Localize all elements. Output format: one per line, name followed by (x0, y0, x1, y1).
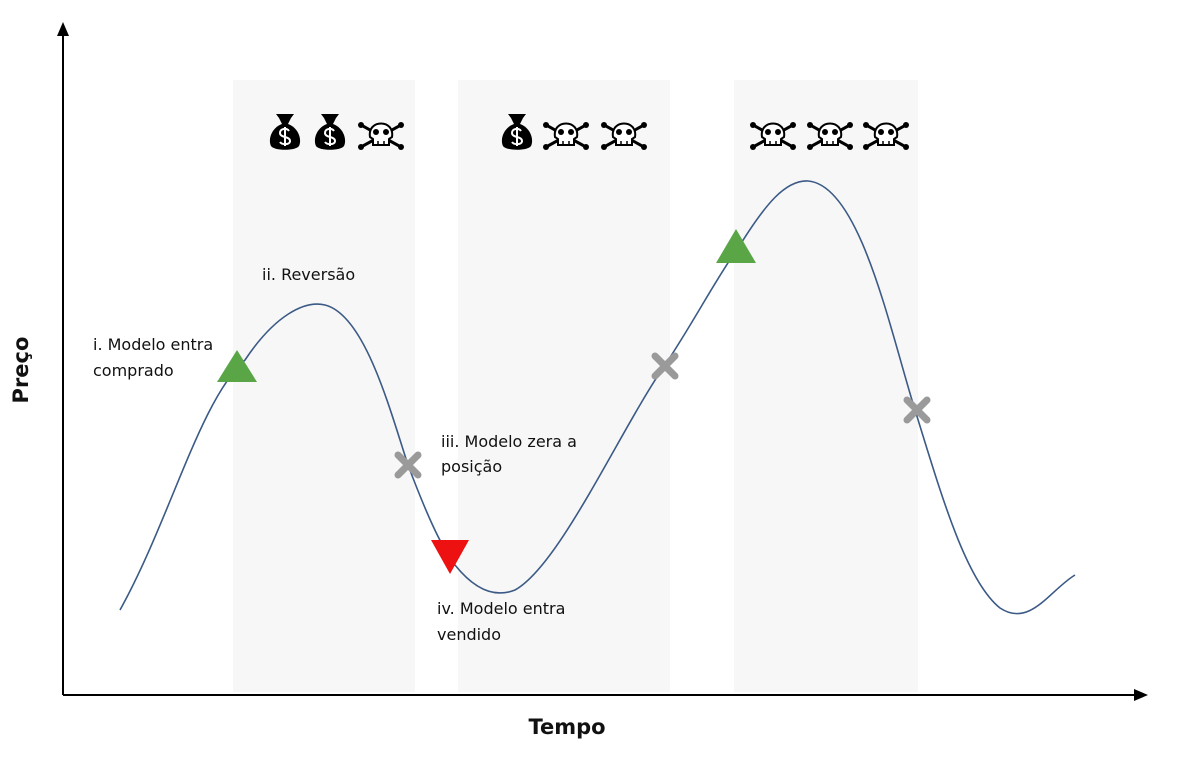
x-axis-label: Tempo (528, 715, 605, 739)
phase-band (458, 80, 670, 692)
annotation-text: i. Modelo entra (93, 335, 213, 354)
annotation-text: posição (441, 457, 502, 476)
exit-marker (903, 396, 931, 424)
annotation-text: comprado (93, 361, 174, 380)
exit-marker (394, 451, 422, 479)
annotation-text: ii. Reversão (262, 265, 355, 284)
exit-markers (394, 352, 931, 479)
annotation-text: vendido (437, 625, 501, 644)
buy-marker (716, 229, 756, 263)
phase-band (734, 80, 918, 692)
buy-marker (217, 350, 257, 382)
y-axis-arrow (57, 22, 69, 36)
phase-band (233, 80, 415, 692)
annotation-text: iv. Modelo entra (437, 599, 565, 618)
price-curve (119, 180, 1076, 615)
annotation-text: iii. Modelo zera a (441, 432, 577, 451)
x-axis-arrow (1134, 689, 1148, 701)
exit-marker (651, 352, 679, 380)
sell-marker (431, 540, 469, 574)
y-axis-label: Preço (9, 337, 33, 404)
